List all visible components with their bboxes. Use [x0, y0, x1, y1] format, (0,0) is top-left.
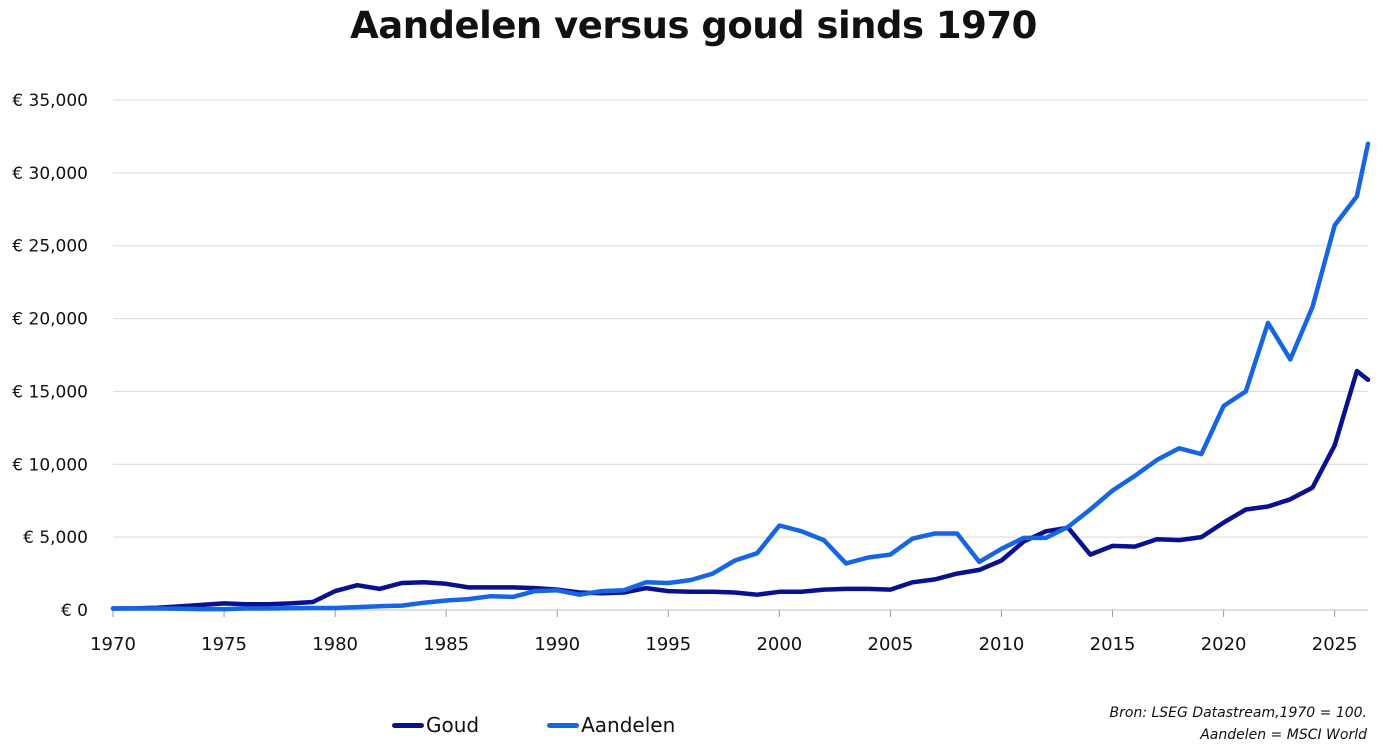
x-tick-label-2025: 2025 — [1312, 634, 1358, 655]
y-tick-label-5000: € 5,000 — [23, 528, 88, 548]
y-tick-label-10000: € 10,000 — [12, 455, 88, 475]
x-tick-label-1995: 1995 — [645, 634, 691, 655]
source-line-1: Bron: LSEG Datastream,1970 = 100. — [1109, 705, 1367, 721]
y-tick-label-25000: € 25,000 — [12, 237, 88, 257]
x-tick-label-1975: 1975 — [201, 634, 247, 655]
legend-label-aandelen: Aandelen — [581, 713, 676, 737]
y-tick-label-35000: € 35,000 — [12, 91, 88, 111]
chart-title: Aandelen versus goud sinds 1970 — [350, 4, 1037, 47]
legend-item-goud: Goud — [392, 713, 479, 737]
x-tick-label-2000: 2000 — [756, 634, 802, 655]
x-tick-label-2020: 2020 — [1201, 634, 1247, 655]
y-tick-label-15000: € 15,000 — [12, 382, 88, 402]
series-line-goud — [110, 368, 1371, 611]
series-line-aandelen — [110, 141, 1371, 612]
x-axis: 1970 1975 1980 1985 1990 1995 2000 2005 2010 2015… — [90, 609, 1368, 655]
x-tick-label-1990: 1990 — [534, 634, 580, 655]
source-note: Bron: LSEG Datastream,1970 = 100. Aandel… — [1110, 702, 1367, 746]
x-tick-label-1980: 1980 — [312, 634, 358, 655]
legend-swatch-goud — [392, 722, 424, 728]
source-line-2: Aandelen = MSCI World — [1200, 727, 1367, 743]
y-tick-label-20000: € 20,000 — [12, 310, 88, 330]
legend-swatch-aandelen — [547, 722, 580, 728]
grid-lines — [113, 99, 1368, 538]
y-tick-label-0: € 0 — [61, 601, 88, 621]
y-axis-ticks: € 0 € 5,000 € 10,000 € 15,000 € 20,000 € 25,0… — [12, 91, 88, 621]
series-lines — [110, 141, 1371, 612]
legend-label-goud: Goud — [426, 713, 480, 737]
y-tick-label-30000: € 30,000 — [12, 164, 88, 184]
x-tick-label-2010: 2010 — [979, 634, 1025, 655]
x-tick-label-2005: 2005 — [868, 634, 914, 655]
x-tick-label-1985: 1985 — [423, 634, 469, 655]
x-tick-label-1970: 1970 — [90, 634, 136, 655]
legend-item-aandelen: Aandelen — [547, 713, 675, 737]
legend: Goud Aandelen — [392, 713, 743, 737]
x-tick-label-2015: 2015 — [1090, 634, 1136, 655]
